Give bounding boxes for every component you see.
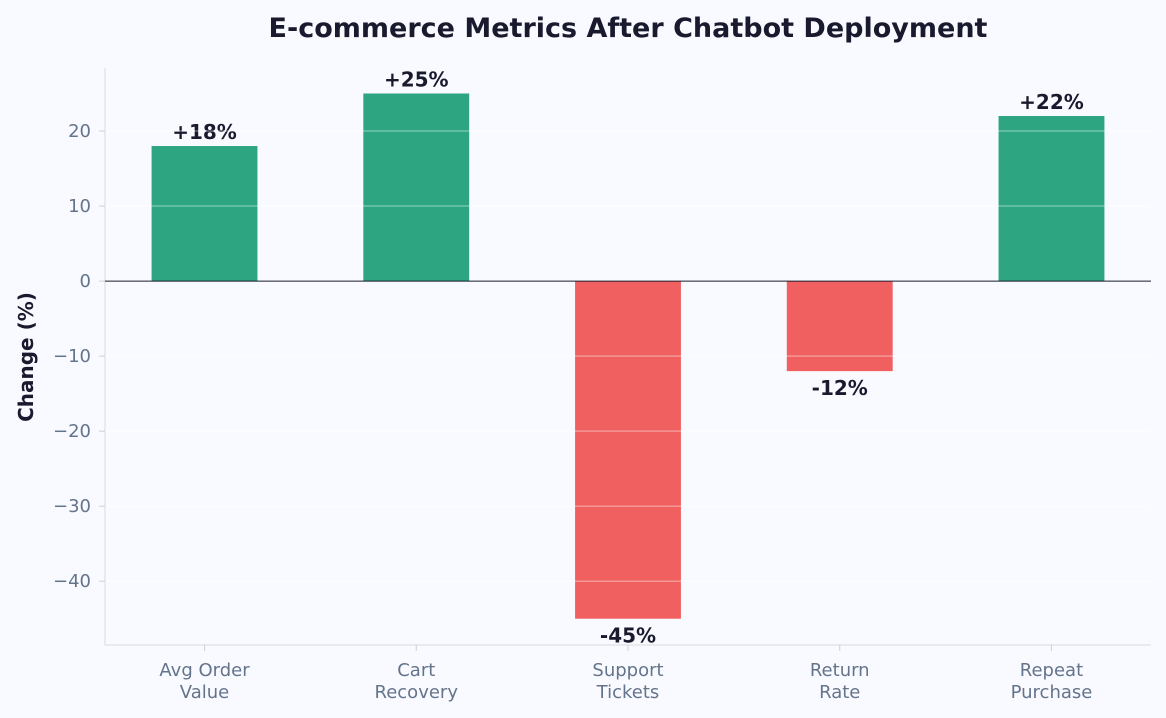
chart-title: E-commerce Metrics After Chatbot Deploym… [269, 13, 988, 44]
data-label-0: +18% [172, 120, 237, 144]
x-tick-label-1: Cart [397, 660, 435, 681]
bar-0 [151, 146, 258, 282]
x-tick-label-2: Support [592, 660, 663, 681]
x-tick-label-3: Return [810, 660, 870, 681]
x-tick-label-2: Tickets [596, 682, 660, 703]
x-tick-label-4: Purchase [1011, 682, 1093, 703]
data-label-1: +25% [384, 68, 449, 92]
y-tick-label-4: −20 [53, 421, 91, 442]
x-tick-label-3: Rate [819, 682, 860, 703]
y-tick-label-5: −30 [53, 496, 91, 517]
bar-1 [363, 93, 470, 282]
bar-2 [575, 281, 681, 619]
y-tick-label-6: −40 [53, 571, 91, 592]
y-tick-label-1: 10 [68, 196, 91, 217]
x-tick-label-1: Recovery [375, 682, 459, 703]
x-tick-label-4: Repeat [1020, 660, 1083, 681]
y-tick-label-2: 0 [80, 271, 91, 292]
data-label-2: -45% [600, 624, 656, 648]
y-tick-label-0: 20 [68, 121, 91, 142]
bar-3 [786, 281, 893, 372]
bar-4 [998, 116, 1105, 282]
data-label-3: -12% [812, 376, 868, 400]
x-tick-label-0: Value [180, 682, 229, 703]
data-label-4: +22% [1019, 90, 1084, 114]
y-tick-label-3: −10 [53, 346, 91, 367]
y-axis-label: Change (%) [14, 292, 38, 422]
x-tick-label-0: Avg Order [159, 660, 250, 681]
